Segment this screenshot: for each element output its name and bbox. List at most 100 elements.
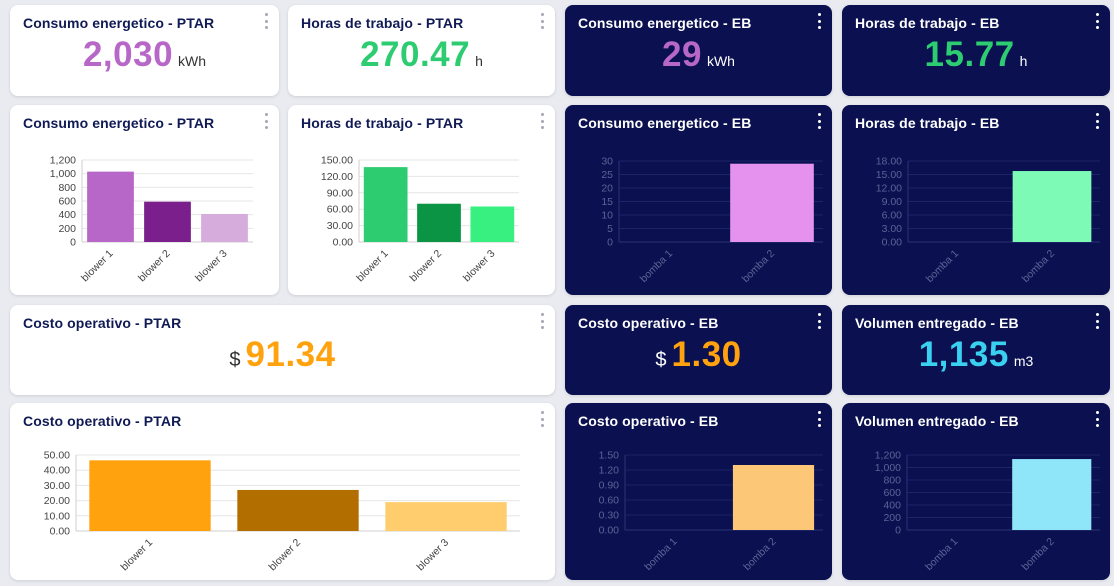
kpi-value-group: $ 1.30	[565, 335, 832, 375]
y-tick-label: 0.90	[599, 480, 620, 492]
card-title: Consumo energetico - EB	[578, 115, 752, 131]
bar-chart: 0.00 30.00 60.00 90.00 120.00 150.00 blower 1 b…	[321, 155, 519, 285]
bar	[417, 203, 461, 242]
y-tick-label: 3.00	[882, 223, 903, 235]
y-tick-label: 15.00	[876, 169, 902, 181]
kpi-currency: $	[229, 349, 241, 371]
x-tick-label: bomba 2	[1020, 248, 1057, 285]
kpi-value-group: 1,135 m3	[842, 335, 1110, 375]
kebab-menu-icon[interactable]	[538, 411, 546, 427]
card-title: Horas de trabajo - EB	[855, 15, 1000, 31]
bar	[385, 502, 507, 531]
y-tick-label: 30.00	[44, 480, 70, 492]
y-tick-label: 40.00	[44, 465, 70, 477]
y-tick-label: 15	[601, 196, 613, 208]
y-tick-label: 1,200	[875, 450, 901, 462]
y-tick-label: 30.00	[327, 220, 353, 232]
x-tick-label: bomba 1	[923, 536, 960, 573]
chart-card-volumen-eb: Volumen entregado - EB 0 200 400 600 800 1,00…	[842, 403, 1110, 580]
kebab-menu-icon[interactable]	[1093, 13, 1101, 29]
y-tick-label: 20.00	[44, 495, 70, 507]
kpi-value: 15.77	[924, 35, 1015, 74]
card-title: Consumo energetico - PTAR	[23, 15, 215, 31]
kebab-menu-icon[interactable]	[815, 313, 823, 329]
kebab-menu-icon[interactable]	[538, 113, 546, 129]
bar	[363, 167, 408, 242]
chart-card-consumo-ptar: Consumo energetico - PTAR 0 200 400 600 800 1…	[10, 105, 279, 295]
y-tick-label: 90.00	[327, 187, 353, 199]
bar	[1012, 459, 1092, 530]
card-title: Costo operativo - PTAR	[23, 413, 182, 429]
x-tick-label: bomba 1	[638, 248, 675, 285]
y-tick-label: 60.00	[327, 204, 353, 216]
kebab-menu-icon[interactable]	[1093, 113, 1101, 129]
y-tick-label: 150.00	[321, 155, 353, 167]
bar	[1012, 171, 1092, 242]
kpi-card-horas-ptar: Horas de trabajo - PTAR 270.47 h	[288, 5, 555, 96]
kpi-value: 91.34	[245, 335, 336, 374]
x-tick-label: bomba 2	[1019, 536, 1056, 573]
y-tick-label: 800	[58, 182, 76, 194]
kebab-menu-icon[interactable]	[538, 13, 546, 29]
bar	[87, 171, 134, 242]
kpi-value: 1,135	[918, 335, 1009, 374]
y-tick-label: 6.00	[882, 210, 903, 222]
x-tick-label: bomba 2	[741, 536, 778, 573]
y-tick-label: 9.00	[882, 196, 903, 208]
x-tick-label: bomba 1	[642, 536, 679, 573]
card-title: Volumen entregado - EB	[855, 315, 1019, 331]
y-tick-label: 0	[70, 237, 76, 249]
y-tick-label: 800	[883, 475, 901, 487]
y-tick-label: 0.00	[333, 237, 354, 249]
kebab-menu-icon[interactable]	[1093, 313, 1101, 329]
y-tick-label: 0	[895, 525, 901, 537]
chart-card-costo-eb: Costo operativo - EB 0.00 0.30 0.60 0.90 1.2…	[565, 403, 832, 580]
kpi-value: 29	[662, 35, 702, 74]
y-tick-label: 400	[883, 500, 901, 512]
kpi-value-group: 2,030 kWh	[10, 35, 279, 75]
y-tick-label: 20	[601, 183, 613, 195]
x-tick-label: blower 1	[354, 248, 391, 285]
x-tick-label: blower 1	[119, 537, 156, 574]
kebab-menu-icon[interactable]	[262, 113, 270, 129]
kebab-menu-icon[interactable]	[815, 113, 823, 129]
x-tick-label: blower 3	[193, 248, 230, 285]
kpi-value: 270.47	[360, 35, 471, 74]
kpi-value: 1.30	[671, 335, 742, 374]
kpi-value-group: $ 91.34	[10, 335, 555, 375]
y-tick-label: 0.60	[599, 495, 620, 507]
y-tick-label: 200	[58, 223, 76, 235]
kpi-unit: kWh	[178, 53, 207, 69]
kebab-menu-icon[interactable]	[1093, 411, 1101, 427]
card-title: Horas de trabajo - PTAR	[301, 15, 464, 31]
y-tick-label: 10	[601, 210, 613, 222]
kebab-menu-icon[interactable]	[538, 313, 546, 329]
y-tick-label: 0.00	[882, 237, 903, 249]
card-title: Costo operativo - PTAR	[23, 315, 182, 331]
card-title: Consumo energetico - EB	[578, 15, 752, 31]
y-tick-label: 1,000	[875, 462, 901, 474]
y-tick-label: 0.00	[50, 526, 71, 538]
kebab-menu-icon[interactable]	[815, 411, 823, 427]
kpi-card-consumo-eb: Consumo energetico - EB 29 kWh	[565, 5, 832, 96]
kpi-unit: kWh	[706, 53, 735, 69]
chart-card-consumo-eb: Consumo energetico - EB 0 5 10 15 20 25 30 bomb…	[565, 105, 832, 295]
kebab-menu-icon[interactable]	[262, 13, 270, 29]
chart-card-horas-ptar: Horas de trabajo - PTAR 0.00 30.00 60.00 90…	[288, 105, 555, 295]
y-tick-label: 120.00	[321, 171, 353, 183]
kpi-value-group: 270.47 h	[288, 35, 555, 75]
bar	[237, 489, 359, 531]
bar	[144, 201, 191, 242]
x-tick-label: blower 2	[408, 248, 445, 285]
kebab-menu-icon[interactable]	[815, 13, 823, 29]
kpi-unit: h	[1019, 53, 1028, 69]
x-tick-label: blower 2	[267, 537, 304, 574]
y-tick-label: 1.50	[599, 450, 620, 462]
bar	[201, 213, 248, 242]
kpi-value: 2,030	[82, 35, 174, 74]
card-title: Costo operativo - EB	[578, 315, 719, 331]
